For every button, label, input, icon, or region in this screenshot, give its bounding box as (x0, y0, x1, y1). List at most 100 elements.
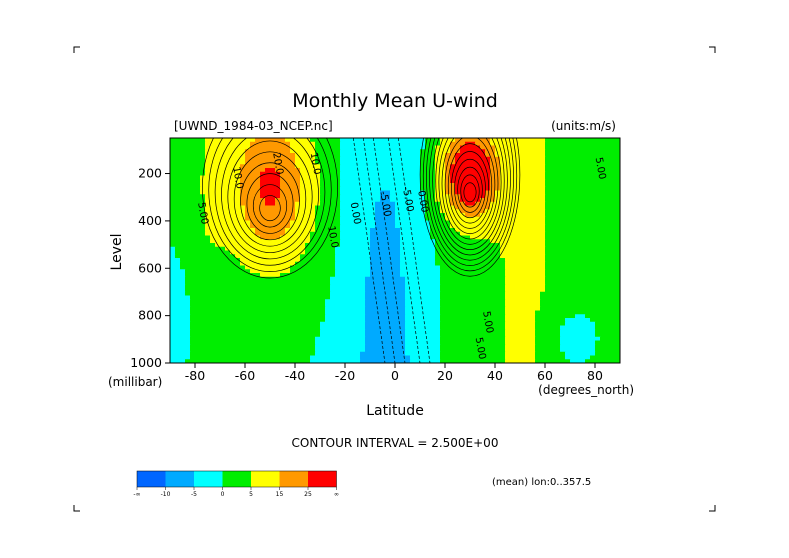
contour-cell (315, 340, 366, 345)
contour-cell (405, 314, 441, 319)
contour-cell (205, 171, 241, 177)
contour-cell (505, 280, 546, 285)
contour-cell (315, 228, 341, 233)
contour-cell (450, 198, 461, 203)
contour-cell (240, 164, 296, 169)
contour-cell (240, 183, 261, 188)
contour-line-negative (397, 138, 431, 363)
contour-cell (360, 355, 411, 360)
contour-cell (185, 291, 331, 297)
contour-cell (260, 183, 281, 188)
contour-cell (595, 325, 620, 330)
contour-cell (205, 164, 241, 169)
contour-cell (190, 310, 326, 315)
contour-cell (545, 183, 620, 188)
contour-cell (320, 179, 341, 184)
x-tick-label: 80 (587, 368, 603, 383)
contour-cell (170, 190, 201, 195)
contour-cell (365, 306, 406, 312)
contour-cell (300, 198, 321, 203)
contour-cell (545, 175, 620, 180)
contour-cell (505, 318, 536, 323)
contour-cell (545, 265, 620, 270)
contour-cell (460, 209, 486, 214)
contour-cell (205, 205, 246, 210)
contour-cell (450, 175, 491, 180)
contour-cell (455, 190, 486, 195)
contour-cell (450, 149, 461, 154)
x-tick-label: -20 (335, 368, 355, 383)
contour-cell (405, 336, 441, 342)
contour-cell (375, 201, 396, 207)
contour-cell (185, 288, 331, 293)
contour-cell (325, 318, 366, 323)
contour-cell (485, 153, 496, 158)
contour-cell (240, 179, 261, 184)
contour-cell (190, 306, 326, 312)
contour-cell (315, 153, 341, 158)
contour-cell (500, 246, 546, 252)
contour-cell (275, 198, 301, 203)
contour-line (435, 138, 505, 250)
x-tick-label: 60 (537, 368, 553, 383)
contour-cell (505, 310, 536, 315)
contour-cell (240, 201, 266, 207)
y-axis-title: Level (109, 234, 125, 271)
contour-cell (440, 336, 506, 342)
contour-cell (455, 156, 491, 162)
x-axis: -80 -60 -40 -20 0 20 40 60 80 (185, 363, 603, 383)
averaging-note: (mean) lon:0..357.5 (492, 477, 591, 488)
contour-cell (495, 153, 546, 158)
contour-cell (435, 186, 446, 192)
y-tick-label: 200 (138, 166, 162, 181)
contour-cell (490, 239, 546, 244)
contour-cell (500, 175, 546, 180)
contour-cell (440, 291, 506, 297)
contour-cell (495, 149, 546, 154)
contour-cell (500, 250, 546, 255)
contour-line (432, 138, 508, 256)
contour-cell (295, 216, 316, 222)
contour-cell (505, 325, 536, 330)
contour-cell (245, 205, 296, 210)
contour-cell (240, 175, 261, 180)
contour-cell (340, 224, 376, 229)
contour-cell (170, 231, 206, 237)
contour-cell (435, 250, 501, 255)
colorbar-label: 5 (249, 491, 253, 498)
contour-line (246, 173, 294, 234)
contour-label: 10.0 (325, 225, 340, 249)
contour-cell (545, 201, 620, 207)
contour-cell (365, 321, 406, 327)
contour-cell (170, 351, 191, 357)
contour-cell (595, 351, 620, 357)
contour-cell (280, 171, 301, 177)
contour-cell (365, 280, 406, 285)
contour-cell (585, 359, 620, 363)
contour-cell (190, 340, 316, 345)
contour-cell (300, 179, 321, 184)
contour-cell (245, 209, 296, 214)
contour-cell (170, 145, 206, 150)
contour-cell (425, 201, 441, 207)
contour-cell (370, 269, 401, 274)
contour-cell (340, 138, 426, 143)
contour-cell (170, 141, 206, 147)
contour-cell (365, 295, 406, 300)
contour-cell (335, 250, 371, 255)
contour-cell (315, 213, 341, 218)
contour-cell (440, 288, 506, 293)
contour-cell (455, 186, 491, 192)
contour-cell (290, 145, 316, 150)
contour-cell (430, 220, 451, 225)
contour-cell (340, 149, 421, 154)
contour-cell (490, 205, 546, 210)
contour-cell (190, 321, 321, 327)
contour-cell (445, 156, 456, 162)
contour-cell (340, 205, 376, 210)
contour-cell (205, 216, 246, 222)
contour-cell (225, 246, 306, 252)
contour-cell (245, 213, 296, 218)
contour-cell (405, 325, 441, 330)
contour-cell (190, 303, 326, 308)
